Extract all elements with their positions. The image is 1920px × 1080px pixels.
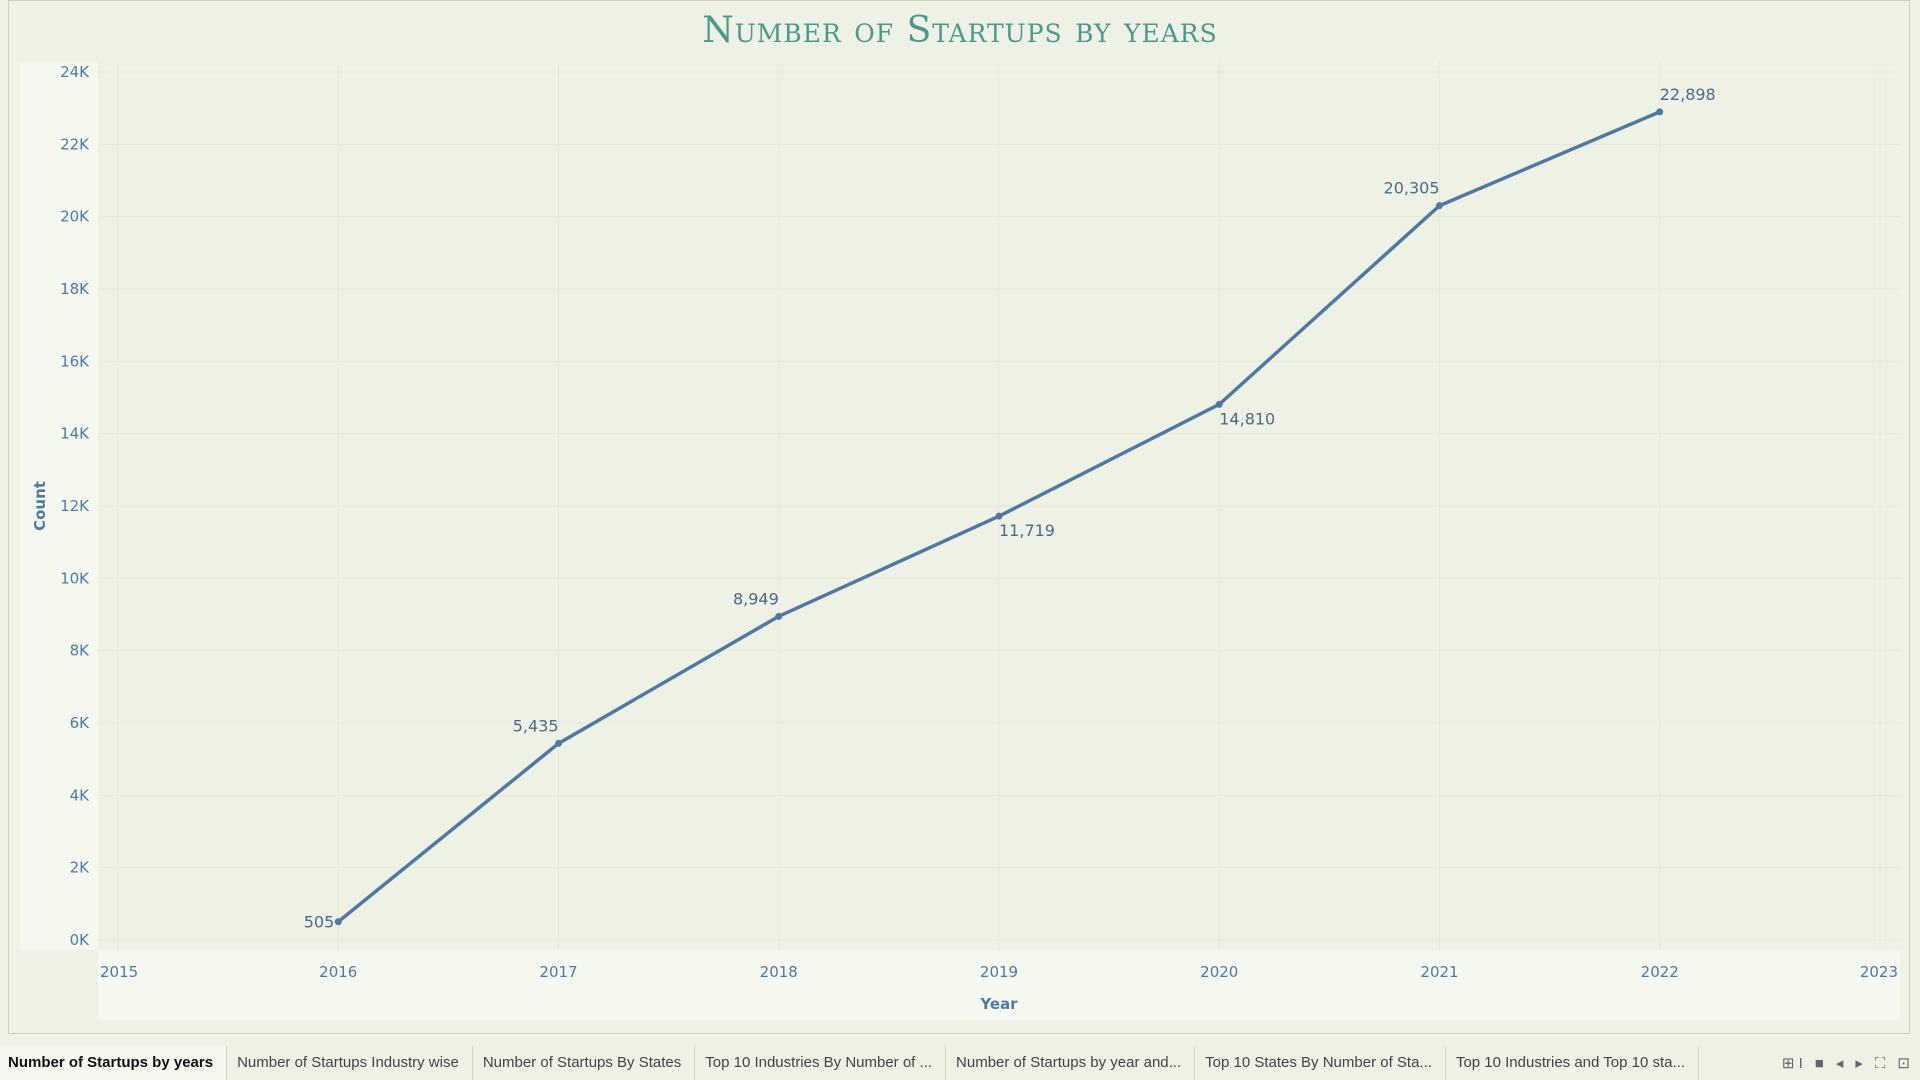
data-point[interactable] bbox=[1215, 400, 1223, 408]
single-view-icon[interactable]: ■ bbox=[1814, 1054, 1824, 1072]
data-label: 5,435 bbox=[513, 716, 559, 735]
data-point[interactable] bbox=[995, 512, 1003, 520]
y-tick-label: 12K bbox=[60, 497, 90, 515]
x-tick-label: 2016 bbox=[319, 963, 357, 981]
x-axis-band bbox=[98, 950, 1900, 1020]
y-tick-label: 10K bbox=[60, 569, 90, 587]
x-axis-label: Year bbox=[979, 995, 1018, 1013]
tab-top10-states[interactable]: Top 10 States By Number of Sta... bbox=[1195, 1046, 1446, 1080]
tab-startups-by-states[interactable]: Number of Startups By States bbox=[473, 1046, 696, 1080]
fullscreen-icon[interactable]: ⛶ bbox=[1874, 1054, 1886, 1072]
tab-toolbar: ⊞ I ■ ◂ ▸ ⛶ ⊡ bbox=[1782, 1046, 1910, 1080]
data-label: 505 bbox=[304, 913, 335, 932]
y-tick-label: 4K bbox=[70, 786, 91, 804]
y-tick-label: 18K bbox=[60, 280, 90, 298]
data-point[interactable] bbox=[775, 612, 783, 620]
x-tick-label: 2023 bbox=[1860, 963, 1898, 981]
x-tick-label: 2018 bbox=[760, 963, 798, 981]
prev-icon[interactable]: ◂ bbox=[1835, 1055, 1844, 1072]
x-tick-label: 2022 bbox=[1641, 963, 1679, 981]
y-tick-label: 24K bbox=[60, 63, 90, 81]
x-tick-label: 2019 bbox=[980, 963, 1018, 981]
x-tick-label: 2017 bbox=[539, 963, 577, 981]
tab-top10-industries[interactable]: Top 10 Industries By Number of ... bbox=[695, 1046, 947, 1080]
y-tick-label: 0K bbox=[70, 931, 91, 949]
data-label: 14,810 bbox=[1219, 409, 1275, 428]
series-group: 505 5,435 8,949 11,719 14,810 20,305 22,898 bbox=[304, 85, 1716, 932]
data-point[interactable] bbox=[555, 739, 562, 747]
data-label: 8,949 bbox=[733, 589, 779, 608]
next-icon[interactable]: ▸ bbox=[1855, 1055, 1863, 1072]
tab-startups-by-years[interactable]: Number of Startups by years bbox=[0, 1046, 228, 1080]
y-tick-label: 8K bbox=[70, 642, 91, 660]
data-point[interactable] bbox=[1656, 108, 1664, 116]
data-point[interactable] bbox=[1436, 202, 1443, 210]
x-tick-label: 2021 bbox=[1420, 963, 1458, 981]
chart-title: Number of Startups by years bbox=[702, 10, 1218, 51]
y-axis-band bbox=[20, 62, 98, 950]
sheet-grid-icon[interactable]: ⊞ I bbox=[1781, 1055, 1803, 1072]
data-point[interactable] bbox=[334, 918, 342, 926]
y-tick-label: 20K bbox=[60, 208, 90, 226]
tab-top10-industries-and-states[interactable]: Top 10 Industries and Top 10 sta... bbox=[1446, 1046, 1699, 1080]
presentation-icon[interactable]: ⊡ bbox=[1897, 1055, 1910, 1072]
tab-startups-industry-wise[interactable]: Number of Startups Industry wise bbox=[227, 1046, 473, 1080]
x-axis-ticks: 2015 2016 2017 2018 2019 2020 2021 2022 2023 bbox=[100, 963, 1898, 981]
y-tick-label: 2K bbox=[70, 859, 91, 877]
y-axis-label: Count bbox=[31, 481, 49, 531]
y-tick-label: 16K bbox=[60, 352, 90, 370]
y-tick-label: 22K bbox=[60, 135, 90, 153]
sheet-tabs: Number of Startups by years Number of St… bbox=[0, 1046, 1920, 1080]
x-tick-label: 2015 bbox=[100, 963, 138, 981]
x-tick-label: 2020 bbox=[1200, 963, 1238, 981]
y-axis-ticks: 0K 2K 4K 6K 8K 10K 12K 14K 16K 18K 20K 22K 24K bbox=[60, 63, 90, 949]
data-label: 22,898 bbox=[1660, 85, 1716, 104]
y-tick-label: 14K bbox=[60, 425, 90, 443]
data-label: 20,305 bbox=[1384, 179, 1440, 198]
y-tick-label: 6K bbox=[70, 714, 91, 732]
data-label: 11,719 bbox=[999, 521, 1055, 540]
gridlines bbox=[98, 62, 1900, 950]
tab-startups-by-year-and[interactable]: Number of Startups by year and... bbox=[946, 1046, 1196, 1080]
